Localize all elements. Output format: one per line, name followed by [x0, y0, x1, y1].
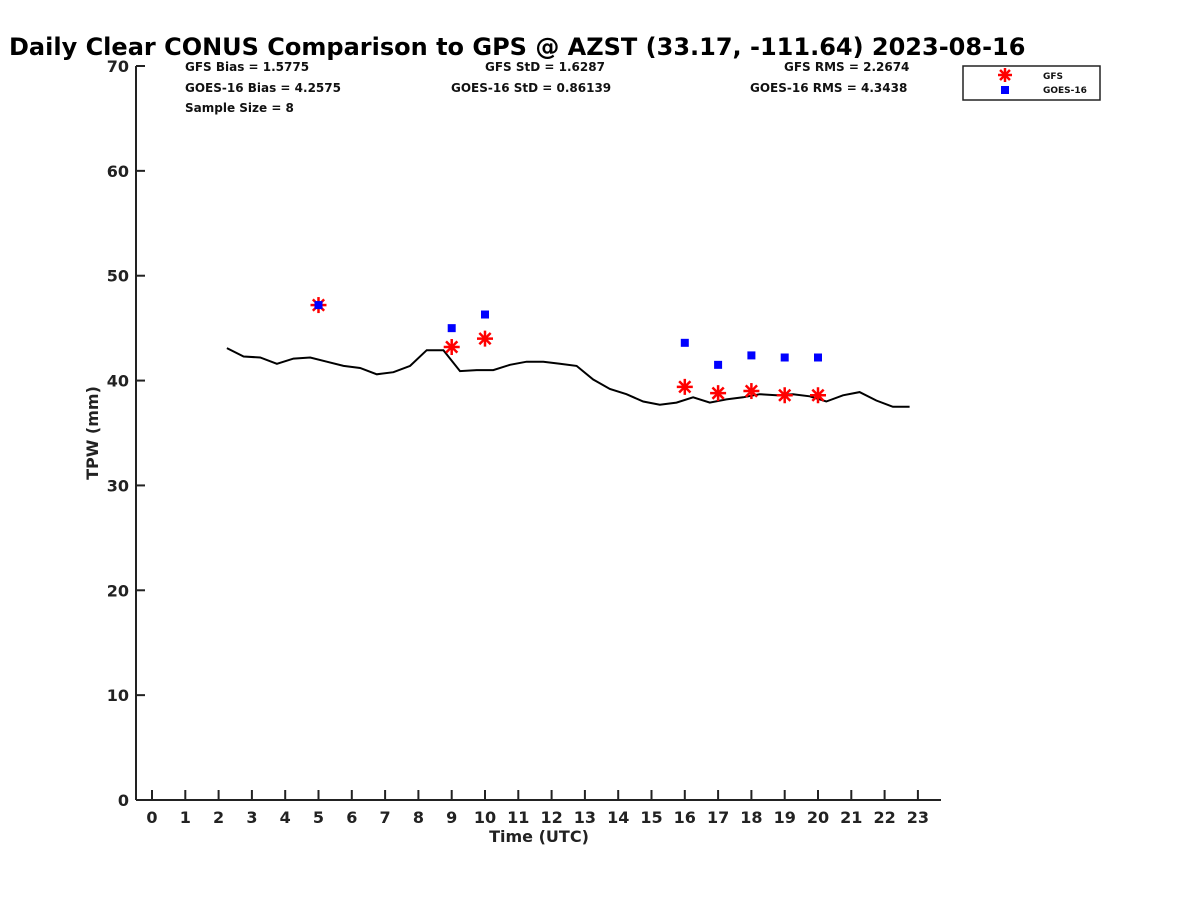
y-tick-label: 50	[107, 267, 129, 286]
goes-point	[680, 338, 689, 347]
y-tick-label: 0	[118, 791, 129, 810]
legend-gfs-asterisk	[998, 68, 1012, 82]
x-ticks: 0 1 2 3 4 5 6 7 8 9 10 11 12 13 14 15 16 17 18 19 20 21 22 23	[146, 790, 929, 827]
x-tick-label: 9	[446, 808, 457, 827]
legend-goes-label: GOES-16	[1043, 86, 1087, 96]
y-axis-label: TPW (mm)	[83, 386, 102, 480]
stat-gfs-bias: GFS Bias = 1.5775	[185, 60, 309, 74]
goes-series	[314, 301, 822, 369]
axes	[135, 66, 941, 801]
goes-point	[314, 301, 323, 310]
gps-line	[226, 347, 910, 408]
x-tick-label: 7	[380, 808, 391, 827]
goes-point	[447, 324, 456, 333]
goes-point	[481, 310, 489, 319]
y-tick-label: 30	[107, 476, 129, 495]
gfs-point	[676, 378, 693, 395]
y-ticks: 0 10 20 30 40 50 60 70	[107, 57, 145, 810]
goes-point	[814, 353, 822, 362]
x-tick-label: 2	[213, 808, 224, 827]
y-tick-label: 40	[107, 372, 129, 391]
stat-goes-bias: GOES-16 Bias = 4.2575	[185, 81, 341, 95]
x-tick-label: 12	[540, 808, 562, 827]
x-tick-label: 15	[640, 808, 662, 827]
legend-gfs-marker	[998, 68, 1012, 82]
gfs-point	[810, 387, 826, 404]
gfs-point	[743, 383, 760, 400]
x-tick-label: 16	[674, 808, 696, 827]
x-tick-label: 6	[346, 808, 357, 827]
chart-title: Daily Clear CONUS Comparison to GPS @ AZ…	[9, 33, 1025, 61]
y-tick-label: 20	[107, 581, 129, 600]
goes-point	[780, 353, 789, 362]
stat-goes-std: GOES-16 StD = 0.86139	[451, 81, 611, 95]
legend: GFS GOES-16	[962, 65, 1101, 101]
y-tick-label: 70	[107, 57, 129, 76]
x-axis-label: Time (UTC)	[489, 827, 589, 846]
x-tick-label: 13	[574, 808, 596, 827]
x-tick-label: 18	[740, 808, 762, 827]
stat-sample-size: Sample Size = 8	[185, 101, 294, 115]
gfs-point	[443, 339, 460, 356]
gps-line-series	[226, 347, 910, 408]
stat-goes-rms: GOES-16 RMS = 4.3438	[750, 81, 907, 95]
gfs-point	[776, 387, 793, 404]
x-tick-label: 0	[146, 808, 157, 827]
x-tick-label: 21	[840, 808, 862, 827]
x-tick-label: 14	[607, 808, 629, 827]
x-tick-label: 22	[873, 808, 895, 827]
x-tick-label: 11	[507, 808, 529, 827]
goes-point	[747, 351, 756, 360]
gfs-point	[477, 330, 493, 347]
x-tick-label: 4	[280, 808, 291, 827]
goes-point	[714, 360, 723, 369]
x-tick-label: 23	[907, 808, 929, 827]
x-tick-label: 5	[313, 808, 324, 827]
x-tick-label: 19	[774, 808, 796, 827]
gfs-point	[710, 385, 727, 402]
y-tick-label: 10	[107, 686, 129, 705]
stats-block: GFS Bias = 1.5775 GOES-16 Bias = 4.2575 …	[185, 60, 909, 115]
x-tick-label: 10	[474, 808, 496, 827]
stat-gfs-rms: GFS RMS = 2.2674	[784, 60, 909, 74]
legend-box	[962, 65, 1101, 101]
x-tick-label: 3	[246, 808, 257, 827]
x-tick-label: 17	[707, 808, 729, 827]
legend-gfs-label: GFS	[1043, 72, 1063, 82]
y-tick-label: 60	[107, 162, 129, 181]
stat-gfs-std: GFS StD = 1.6287	[485, 60, 605, 74]
x-tick-label: 1	[180, 808, 191, 827]
x-tick-label: 20	[807, 808, 829, 827]
legend-goes-marker	[1001, 86, 1009, 94]
x-tick-label: 8	[413, 808, 424, 827]
gfs-series	[310, 297, 826, 404]
